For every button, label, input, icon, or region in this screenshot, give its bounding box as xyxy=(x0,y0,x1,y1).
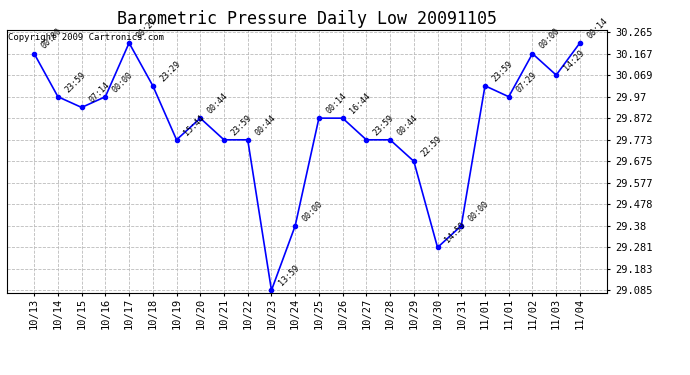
Text: 16:44: 16:44 xyxy=(348,92,372,116)
Text: 00:00: 00:00 xyxy=(40,27,63,51)
Text: 07:29: 07:29 xyxy=(514,70,538,94)
Text: 23:29: 23:29 xyxy=(159,59,182,83)
Text: 00:14: 00:14 xyxy=(324,92,348,116)
Text: 00:44: 00:44 xyxy=(395,113,420,137)
Text: 13:59: 13:59 xyxy=(277,264,301,288)
Text: 14:29: 14:29 xyxy=(562,48,586,72)
Text: 00:00: 00:00 xyxy=(301,199,325,223)
Title: Barometric Pressure Daily Low 20091105: Barometric Pressure Daily Low 20091105 xyxy=(117,10,497,28)
Text: 00:00: 00:00 xyxy=(538,27,562,51)
Text: 00:44: 00:44 xyxy=(253,113,277,137)
Text: 23:59: 23:59 xyxy=(491,59,515,83)
Text: Copyright 2009 Cartronics.com: Copyright 2009 Cartronics.com xyxy=(8,33,164,42)
Text: 07:14: 07:14 xyxy=(87,81,111,105)
Text: 23:59: 23:59 xyxy=(63,70,88,94)
Text: 00:14: 00:14 xyxy=(586,16,609,40)
Text: 23:59: 23:59 xyxy=(372,113,396,137)
Text: 00:00: 00:00 xyxy=(111,70,135,94)
Text: 14:59: 14:59 xyxy=(443,220,467,245)
Text: 00:44: 00:44 xyxy=(206,92,230,116)
Text: 22:59: 22:59 xyxy=(420,134,444,159)
Text: 15:44: 15:44 xyxy=(182,113,206,137)
Text: 00:00: 00:00 xyxy=(467,199,491,223)
Text: 23:59: 23:59 xyxy=(230,113,254,137)
Text: 00:27: 00:27 xyxy=(135,16,159,40)
